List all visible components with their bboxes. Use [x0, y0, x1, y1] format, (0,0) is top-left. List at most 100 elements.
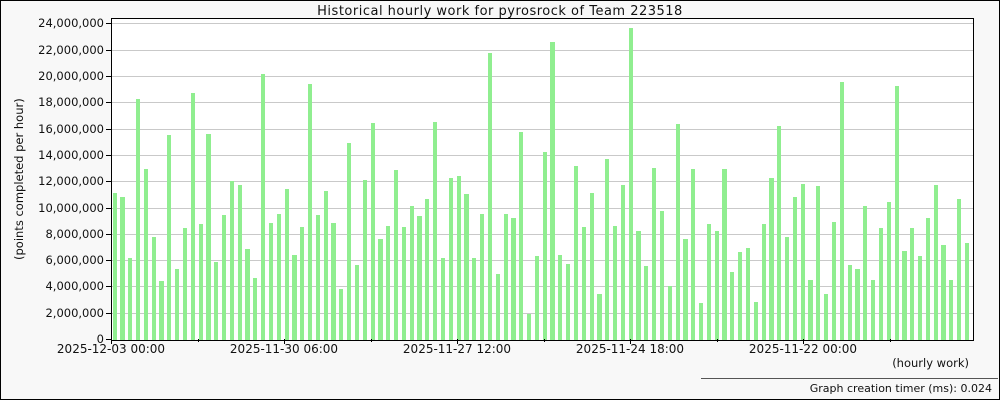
bar	[511, 217, 516, 340]
bar	[925, 217, 930, 340]
bar	[824, 293, 829, 340]
x-tick-label: 2025-12-03 00:00	[56, 342, 166, 356]
bar	[526, 313, 532, 340]
bar	[941, 244, 946, 340]
bar	[370, 123, 375, 340]
bar	[644, 266, 649, 340]
bar	[487, 53, 493, 340]
bar	[190, 92, 195, 340]
bar	[464, 194, 469, 340]
bar	[308, 83, 313, 340]
bar	[558, 254, 563, 340]
bar	[315, 215, 320, 340]
x-axis-tick-major	[803, 339, 804, 344]
bar	[503, 213, 508, 340]
bar	[628, 28, 633, 340]
bar	[714, 230, 719, 340]
bar	[433, 121, 438, 340]
bar	[276, 213, 281, 340]
bar	[886, 201, 891, 340]
y-tick-label: 6,000,000	[45, 253, 104, 268]
x-tick-label: 2025-11-27 12:00	[402, 342, 512, 356]
bar	[800, 183, 805, 340]
x-tick-label: 2025-11-30 06:00	[229, 342, 339, 356]
y-tick-label: 14,000,000	[38, 147, 104, 162]
bar	[769, 178, 774, 340]
footer-divider	[701, 378, 998, 379]
gridline	[112, 260, 973, 262]
x-axis-tick-major	[111, 339, 112, 344]
bar	[839, 82, 844, 340]
bar	[409, 205, 414, 340]
bar	[933, 184, 938, 340]
bar	[120, 196, 125, 340]
gridline	[112, 181, 973, 183]
bar	[440, 258, 446, 340]
gridline	[112, 154, 973, 156]
bar	[738, 251, 743, 340]
y-tick-label: 18,000,000	[38, 95, 104, 110]
bar	[245, 249, 250, 340]
bar	[566, 263, 571, 340]
y-axis-tick	[106, 312, 111, 314]
y-axis-tick	[106, 233, 111, 235]
bar	[761, 224, 766, 340]
plot-area	[111, 18, 974, 341]
bar	[722, 169, 727, 340]
bar	[378, 238, 383, 340]
y-tick-label: 8,000,000	[45, 226, 104, 241]
bar	[699, 303, 704, 340]
bar	[652, 167, 657, 340]
bar	[284, 188, 289, 340]
bar	[268, 222, 274, 340]
x-axis-tick-minor	[889, 339, 891, 342]
bar	[300, 226, 305, 340]
bar	[605, 158, 610, 340]
footer-timer-text: Graph creation timer (ms): 0.024	[809, 382, 992, 395]
y-axis-tick	[106, 128, 111, 130]
bar	[159, 280, 164, 340]
bar	[620, 184, 625, 340]
y-tick-label: 22,000,000	[38, 42, 104, 57]
bar	[675, 124, 680, 340]
x-axis-tick-minor	[543, 339, 545, 342]
bar	[597, 293, 602, 340]
bar	[323, 191, 328, 340]
bar	[175, 269, 180, 340]
gridline	[112, 76, 973, 77]
y-axis-tick	[106, 76, 111, 77]
x-axis-note: (hourly work)	[892, 356, 969, 370]
y-axis-tick	[106, 181, 111, 183]
bar	[472, 258, 477, 340]
x-tick-label: 2025-11-22 00:00	[748, 342, 858, 356]
bar	[691, 169, 696, 340]
bar	[902, 251, 907, 340]
gridline	[112, 286, 973, 288]
bar	[792, 196, 798, 340]
bar	[745, 247, 751, 340]
bar	[495, 274, 500, 340]
gridline	[112, 23, 973, 25]
bar	[456, 175, 461, 340]
bar	[480, 213, 485, 340]
bar	[683, 238, 688, 340]
bar	[112, 192, 117, 340]
bar	[151, 237, 156, 340]
bar	[417, 216, 422, 340]
bar	[808, 279, 813, 340]
gridline	[112, 102, 973, 104]
y-axis-tick	[106, 207, 111, 209]
bar	[143, 169, 148, 340]
bar	[910, 228, 915, 340]
y-axis-tick	[106, 154, 111, 156]
bar	[589, 192, 594, 340]
bar	[386, 225, 391, 340]
bar	[949, 279, 954, 340]
x-axis-tick-major	[284, 339, 285, 344]
bar	[206, 133, 211, 340]
bar	[425, 199, 430, 340]
bar	[339, 288, 344, 340]
bar	[636, 230, 641, 340]
bar	[354, 265, 360, 340]
x-axis-tick-major	[457, 339, 458, 344]
